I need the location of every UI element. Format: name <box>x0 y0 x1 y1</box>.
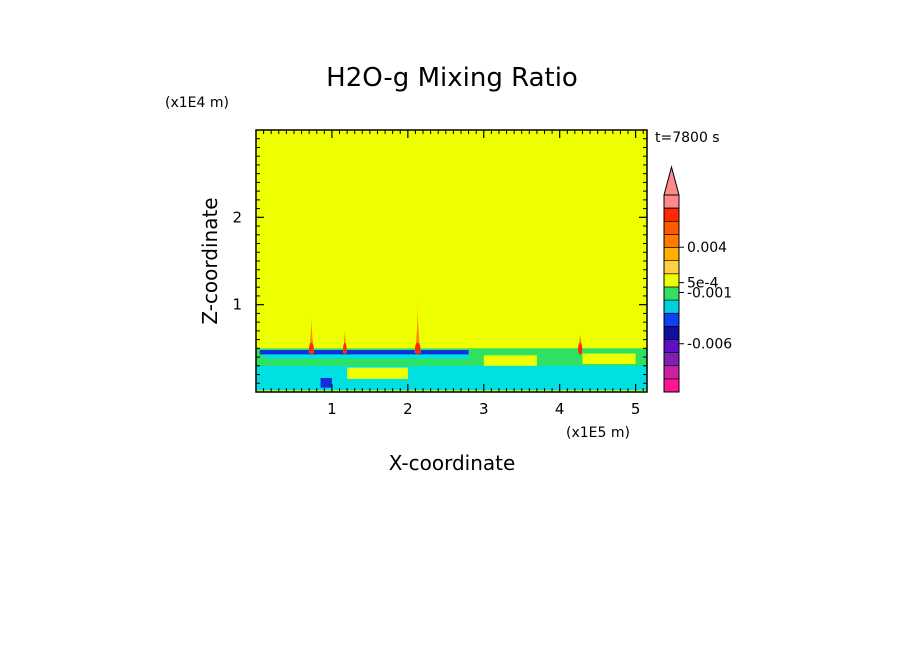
y-tick-label: 1 <box>232 296 242 314</box>
plume-core <box>414 342 421 355</box>
colorbar-segment <box>663 247 680 261</box>
colorbar-segment <box>663 326 680 340</box>
y-tick-label: 2 <box>232 208 242 226</box>
y-axis-label: Z-coordinate <box>198 197 222 324</box>
colorbar-label: 5e-4 <box>687 276 719 292</box>
field-region <box>582 353 636 365</box>
colorbar-frame <box>663 194 680 393</box>
field-region <box>347 367 408 379</box>
y-multiplier-label: (x1E4 m) <box>165 95 229 111</box>
plume-core <box>343 342 347 355</box>
plume-mark <box>414 300 421 353</box>
colorbar-segment <box>663 378 680 393</box>
time-label: t=7800 s <box>655 130 720 146</box>
plot-area <box>256 130 647 392</box>
x-tick-label: 1 <box>327 400 337 418</box>
field-region <box>259 350 469 355</box>
x-axis-label: X-coordinate <box>389 451 516 475</box>
field-region <box>483 355 537 366</box>
colorbar-segment <box>663 260 680 275</box>
colorbar-label: -0.006 <box>687 337 732 353</box>
colorbar-segment <box>663 286 680 301</box>
axis-ticks: 1 2 3 4 5 1 2 <box>232 130 647 418</box>
colorbar-label: 0.004 <box>687 240 727 256</box>
colorbar-segment <box>663 234 680 248</box>
plume-mark <box>308 315 315 353</box>
x-multiplier-label: (x1E5 m) <box>566 425 630 441</box>
field-region <box>256 365 647 391</box>
colorbar-segment <box>663 273 680 288</box>
colorbar-arrow-segment <box>663 165 680 209</box>
x-tick-label: 2 <box>403 400 413 418</box>
colorbar-segment <box>663 352 680 367</box>
field-region <box>263 354 469 359</box>
colorbar-segment <box>663 220 680 235</box>
colorbar-segment <box>663 299 680 314</box>
colorbar-segment <box>663 207 680 222</box>
x-tick-label: 3 <box>479 400 489 418</box>
x-tick-label: 5 <box>631 400 641 418</box>
plume-core <box>309 342 314 355</box>
colorbar-segment <box>663 339 680 353</box>
field-region <box>320 378 332 388</box>
chart-title: H2O-g Mixing Ratio <box>326 63 578 93</box>
colorbar-label: -0.001 <box>687 286 732 302</box>
plume-core <box>578 342 583 355</box>
colorbar-segment <box>663 365 680 380</box>
colorbar-segment <box>663 312 680 327</box>
colorbar: 0.004 5e-4-0.001 -0.006 <box>663 165 732 393</box>
x-tick-label: 4 <box>555 400 565 418</box>
